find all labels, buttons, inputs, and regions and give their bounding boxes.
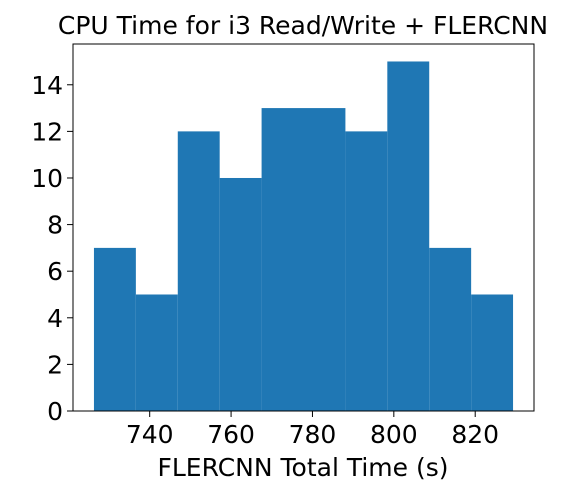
histogram-bar	[471, 294, 513, 411]
x-axis-ticks: 740 760 780 800 820	[126, 411, 499, 449]
histogram-bar	[387, 61, 429, 411]
histogram-bar	[304, 108, 346, 411]
histogram-bar	[94, 248, 136, 411]
x-tick-label: 800	[370, 420, 418, 449]
y-tick-label: 14	[31, 71, 63, 100]
histogram-bar	[220, 178, 262, 411]
bars-group	[94, 61, 513, 411]
y-tick-label: 8	[47, 211, 63, 240]
histogram-bar	[136, 294, 178, 411]
y-tick-label: 12	[31, 117, 63, 146]
x-tick-label: 760	[207, 420, 255, 449]
histogram-bar	[178, 131, 220, 411]
x-tick-label: 820	[451, 420, 499, 449]
y-tick-label: 2	[47, 350, 63, 379]
histogram-bar	[262, 108, 304, 411]
histogram-bar	[345, 131, 387, 411]
chart-title: CPU Time for i3 Read/Write + FLERCNN	[58, 11, 548, 40]
x-tick-label: 780	[289, 420, 337, 449]
y-tick-label: 10	[31, 164, 63, 193]
y-axis-ticks: 0 2 4 6 8 10 12 14	[31, 71, 73, 426]
x-axis-label: FLERCNN Total Time (s)	[157, 453, 448, 482]
y-tick-label: 4	[47, 304, 63, 333]
y-tick-label: 0	[47, 397, 63, 426]
x-tick-label: 740	[126, 420, 174, 449]
histogram-bar	[429, 248, 471, 411]
y-tick-label: 6	[47, 257, 63, 286]
